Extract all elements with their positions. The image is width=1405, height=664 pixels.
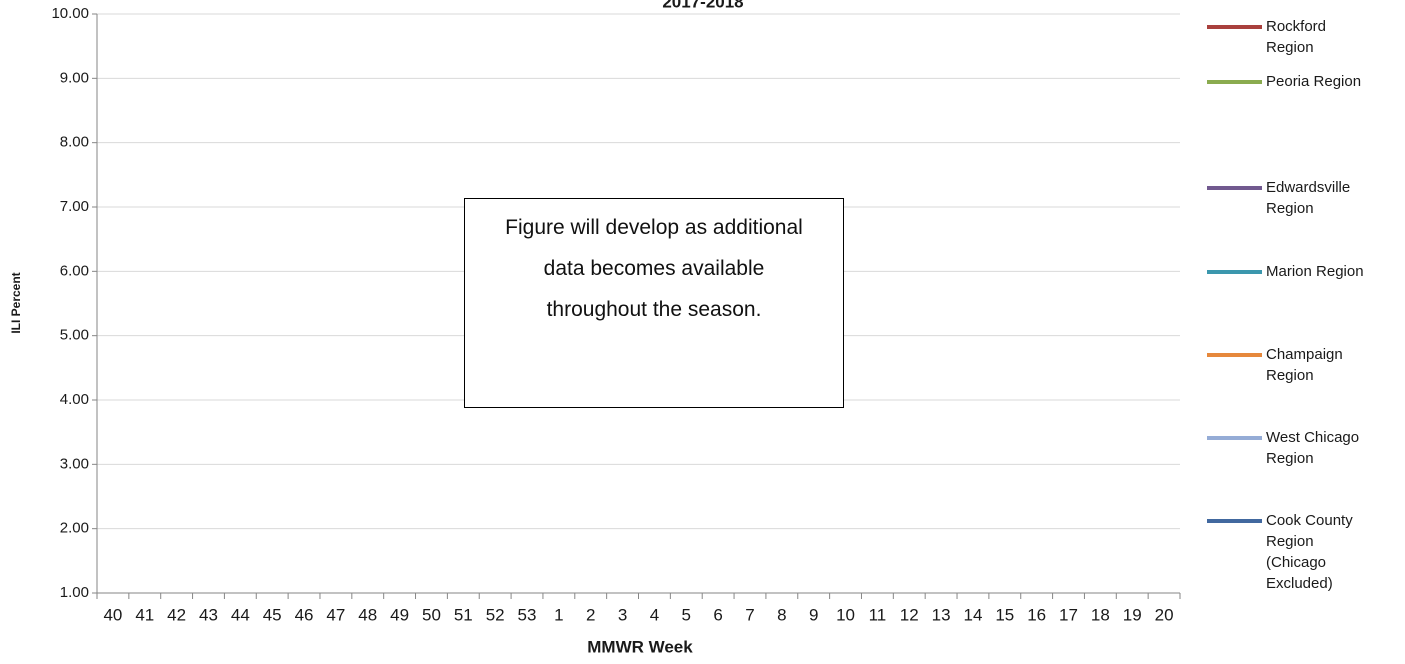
y-tick-label: 10.00	[51, 5, 89, 22]
x-tick-label: 4	[650, 605, 659, 624]
legend-label: Marion Region	[1266, 263, 1364, 280]
y-tick-label: 5.00	[60, 327, 89, 344]
x-tick-label: 7	[745, 605, 754, 624]
y-tick-label: 1.00	[60, 584, 89, 601]
x-tick-label: 6	[713, 605, 722, 624]
x-tick-label: 17	[1059, 605, 1078, 624]
x-tick-label: 12	[900, 605, 919, 624]
x-tick-label: 16	[1027, 605, 1046, 624]
y-tick-label: 9.00	[60, 69, 89, 86]
x-tick-label: 42	[167, 605, 186, 624]
chart-title: 2017-2018	[662, 0, 743, 11]
x-tick-label: 44	[231, 605, 250, 624]
x-tick-label: 13	[932, 605, 951, 624]
annotation: Figure will develop as additional data b…	[464, 198, 844, 408]
y-tick-label: 6.00	[60, 262, 89, 279]
y-tick-label: 7.00	[60, 198, 89, 215]
x-tick-label: 8	[777, 605, 786, 624]
legend-label: Peoria Region	[1266, 73, 1362, 90]
x-tick-label: 1	[554, 605, 563, 624]
x-tick-label: 19	[1123, 605, 1142, 624]
x-tick-label: 5	[682, 605, 691, 624]
x-tick-label: 41	[135, 605, 154, 624]
x-tick-label: 9	[809, 605, 818, 624]
x-tick-label: 47	[326, 605, 345, 624]
x-tick-label: 10	[836, 605, 855, 624]
x-tick-label: 53	[518, 605, 537, 624]
legend-label: Cook County Region (Chicago Excluded)	[1266, 512, 1353, 592]
legend-label: West Chicago Region	[1266, 429, 1360, 467]
y-tick-label: 2.00	[60, 520, 89, 537]
y-axis-label: ILI Percent	[9, 272, 23, 333]
x-axis-label: MMWR Week	[587, 637, 693, 656]
x-tick-label: 43	[199, 605, 218, 624]
x-tick-label: 48	[358, 605, 377, 624]
x-tick-label: 49	[390, 605, 409, 624]
x-tick-label: 15	[995, 605, 1014, 624]
x-tick-label: 51	[454, 605, 473, 624]
y-tick-label: 3.00	[60, 455, 89, 472]
legend-label: Edwardsville Region	[1266, 179, 1351, 217]
x-tick-label: 46	[295, 605, 314, 624]
x-tick-label: 18	[1091, 605, 1110, 624]
x-tick-label: 2	[586, 605, 595, 624]
legend-label: Rockford Region	[1266, 18, 1327, 56]
legend-label: Champaign Region	[1266, 346, 1343, 384]
x-tick-label: 3	[618, 605, 627, 624]
x-tick-label: 14	[963, 605, 982, 624]
x-tick-label: 52	[486, 605, 505, 624]
y-tick-label: 4.00	[60, 391, 89, 408]
x-tick-label: 20	[1155, 605, 1174, 624]
y-tick-label: 8.00	[60, 134, 89, 151]
x-tick-label: 45	[263, 605, 282, 624]
x-tick-label: 11	[869, 605, 887, 624]
x-tick-label: 40	[103, 605, 122, 624]
x-tick-label: 50	[422, 605, 441, 624]
